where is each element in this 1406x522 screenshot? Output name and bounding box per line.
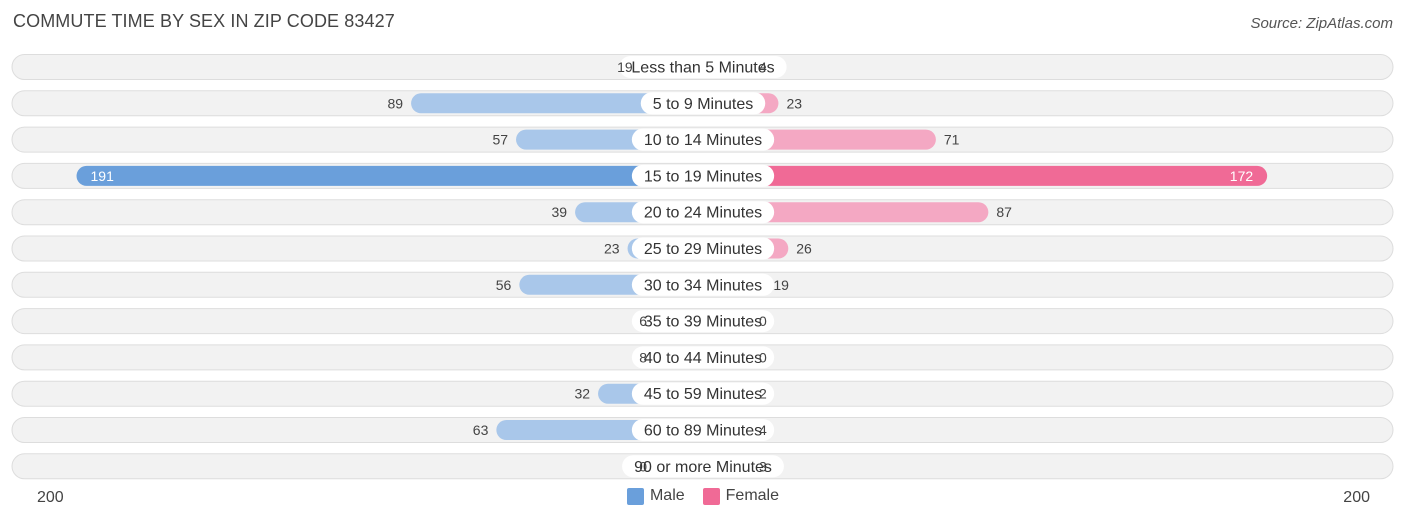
- category-label: 45 to 59 Minutes: [644, 386, 762, 403]
- female-bar: [703, 165, 1268, 186]
- male-bar: [411, 93, 703, 114]
- axis-left-label: 200: [37, 489, 64, 506]
- category-label-pill: [640, 92, 766, 115]
- female-value-label: 4: [759, 422, 767, 438]
- legend: Male Female: [0, 487, 1406, 505]
- male-bar: [76, 165, 703, 186]
- legend-label-male: Male: [649, 487, 685, 504]
- female-value-label: 71: [944, 132, 960, 148]
- legend-item-male[interactable]: Male: [626, 487, 685, 505]
- category-label-pill: [631, 346, 775, 369]
- category-label-pill: [631, 273, 775, 296]
- legend-swatch-female: [702, 487, 720, 505]
- male-value-label: 56: [496, 277, 512, 293]
- legend-swatch-male: [626, 487, 644, 505]
- category-label: 30 to 34 Minutes: [644, 277, 762, 294]
- category-label-pill: [631, 310, 775, 333]
- male-value-label: 23: [604, 241, 620, 257]
- female-value-label: 2: [759, 386, 767, 402]
- legend-item-female[interactable]: Female: [702, 487, 780, 505]
- male-value-label: 6: [639, 313, 647, 329]
- male-value-label: 19: [617, 59, 633, 75]
- source-note: Source: ZipAtlas.com: [1250, 15, 1393, 32]
- category-label-pill: [631, 237, 775, 260]
- female-value-label: 26: [796, 241, 812, 257]
- chart-title: COMMUTE TIME BY SEX IN ZIP CODE 83427: [13, 11, 395, 31]
- male-value-label: 8: [639, 349, 647, 365]
- male-value-label: 0: [639, 458, 647, 474]
- category-label: 35 to 39 Minutes: [644, 314, 762, 331]
- category-label: 15 to 19 Minutes: [644, 168, 762, 185]
- category-label: 10 to 14 Minutes: [644, 132, 762, 149]
- female-value-label: 87: [996, 204, 1012, 220]
- category-label: 40 to 44 Minutes: [644, 350, 762, 367]
- male-value-label: 32: [574, 386, 590, 402]
- category-label-pill: [619, 56, 787, 78]
- female-value-label: 23: [786, 95, 802, 111]
- category-label: 60 to 89 Minutes: [644, 423, 762, 440]
- category-label-pill: [631, 382, 775, 405]
- male-value-label: 191: [91, 168, 115, 184]
- female-value-label: 3: [759, 458, 767, 474]
- category-label-pill: [631, 419, 775, 441]
- category-label: 25 to 29 Minutes: [644, 241, 762, 258]
- category-label: Less than 5 Minutes: [631, 60, 774, 77]
- category-label: 20 to 24 Minutes: [644, 205, 762, 222]
- female-value-label: 0: [759, 313, 767, 329]
- female-value-label: 172: [1230, 168, 1254, 184]
- category-label: 90 or more Minutes: [634, 459, 772, 476]
- male-value-label: 39: [552, 204, 568, 220]
- legend-label-female: Female: [725, 487, 780, 504]
- category-label: 5 to 9 Minutes: [653, 96, 754, 113]
- male-value-label: 63: [473, 422, 489, 438]
- female-value-label: 19: [773, 277, 789, 293]
- category-label-pill: [622, 455, 784, 478]
- female-bar: [703, 202, 989, 223]
- female-value-label: 4: [759, 59, 767, 75]
- category-label-pill: [631, 164, 775, 187]
- male-value-label: 89: [388, 95, 404, 111]
- male-value-label: 57: [492, 132, 508, 148]
- category-label-pill: [631, 201, 775, 224]
- female-value-label: 0: [759, 349, 767, 365]
- axis-right-label: 200: [1343, 489, 1370, 506]
- category-label-pill: [631, 128, 775, 151]
